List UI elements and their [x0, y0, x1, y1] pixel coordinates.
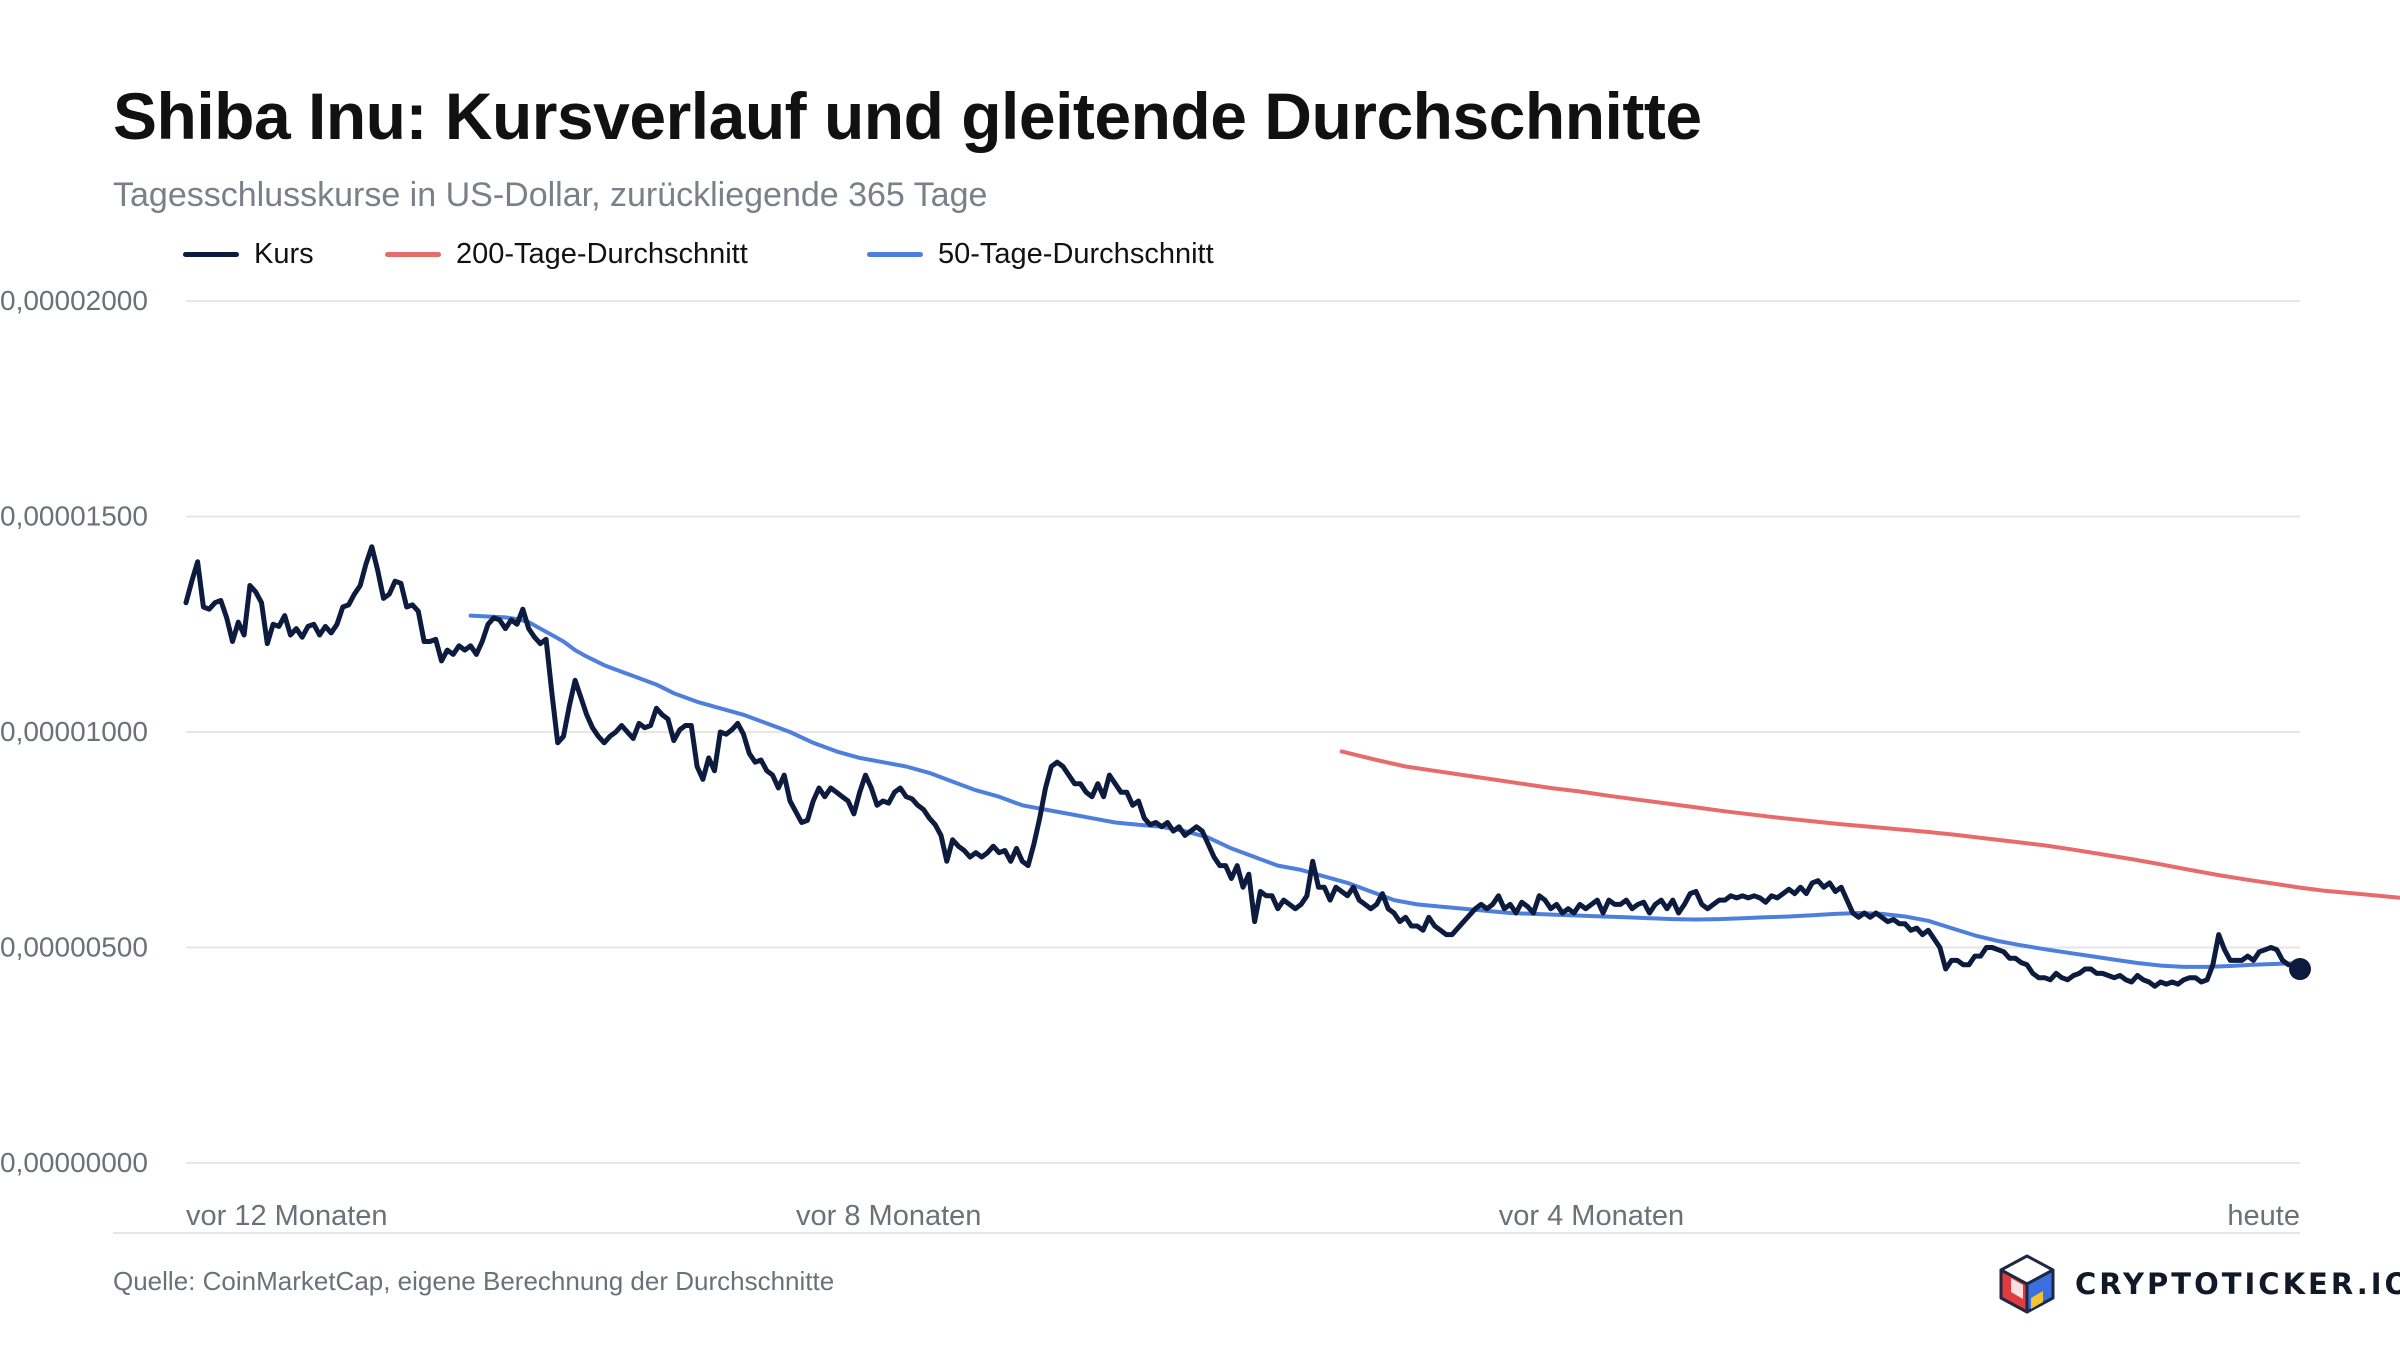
series-end-marker-kurs [2289, 958, 2311, 981]
gridlines [113, 300, 2300, 1234]
legend-label-200-tage: 200-Tage-Durchschnitt [456, 238, 748, 270]
y-tick-label-3: 0,00000500 [0, 932, 148, 963]
x-axis-ticks: vor 12 Monaten vor 8 Monaten vor 4 Monaten… [186, 1200, 2300, 1232]
brand: CRYPTOTICKER.IO [1995, 1252, 2400, 1316]
legend-item-200-tage: 200-Tage-Durchschnitt [385, 234, 805, 274]
legend-item-kurs: Kurs [183, 234, 333, 274]
legend-swatch-200-tage [385, 252, 441, 257]
series-line-50-tage-durchschnitt [468, 613, 2302, 969]
legend-swatch-kurs [183, 252, 239, 257]
y-tick-label-0: 0,00002000 [0, 285, 148, 316]
source-note: Quelle: CoinMarketCap, eigene Berechnung… [113, 1266, 835, 1296]
brand-name: CRYPTOTICKER.IO [2075, 1267, 2400, 1301]
x-tick-label-1: vor 8 Monaten [796, 1200, 981, 1232]
series-line-200-tage-durchschnitt [1339, 749, 2400, 900]
x-tick-label-0: vor 12 Monaten [186, 1200, 388, 1232]
chart-subtitle: Tagesschlusskurse in US-Dollar, zurückli… [113, 176, 988, 214]
y-tick-label-2: 0,00001000 [0, 716, 148, 747]
chart-title: Shiba Inu: Kursverlauf und gleitende Dur… [113, 79, 1702, 153]
cube-logo-icon [1999, 1254, 2055, 1314]
y-tick-label-1: 0,00001500 [0, 501, 148, 532]
y-tick-label-4: 0,00000000 [0, 1147, 148, 1178]
series-lines [183, 544, 2400, 989]
legend-label-kurs: Kurs [254, 238, 314, 270]
x-tick-label-2: vor 4 Monaten [1499, 1200, 1684, 1232]
legend-swatch-50-tage [867, 252, 923, 257]
legend-label-50-tage: 50-Tage-Durchschnitt [938, 238, 1214, 270]
y-axis-ticks: 0,00002000 0,00001500 0,00001000 0,00000500… [0, 285, 148, 1178]
x-tick-label-3: heute [2227, 1200, 2300, 1232]
legend-item-50-tage: 50-Tage-Durchschnitt [867, 234, 1287, 274]
series-line-kurs [183, 544, 2291, 989]
